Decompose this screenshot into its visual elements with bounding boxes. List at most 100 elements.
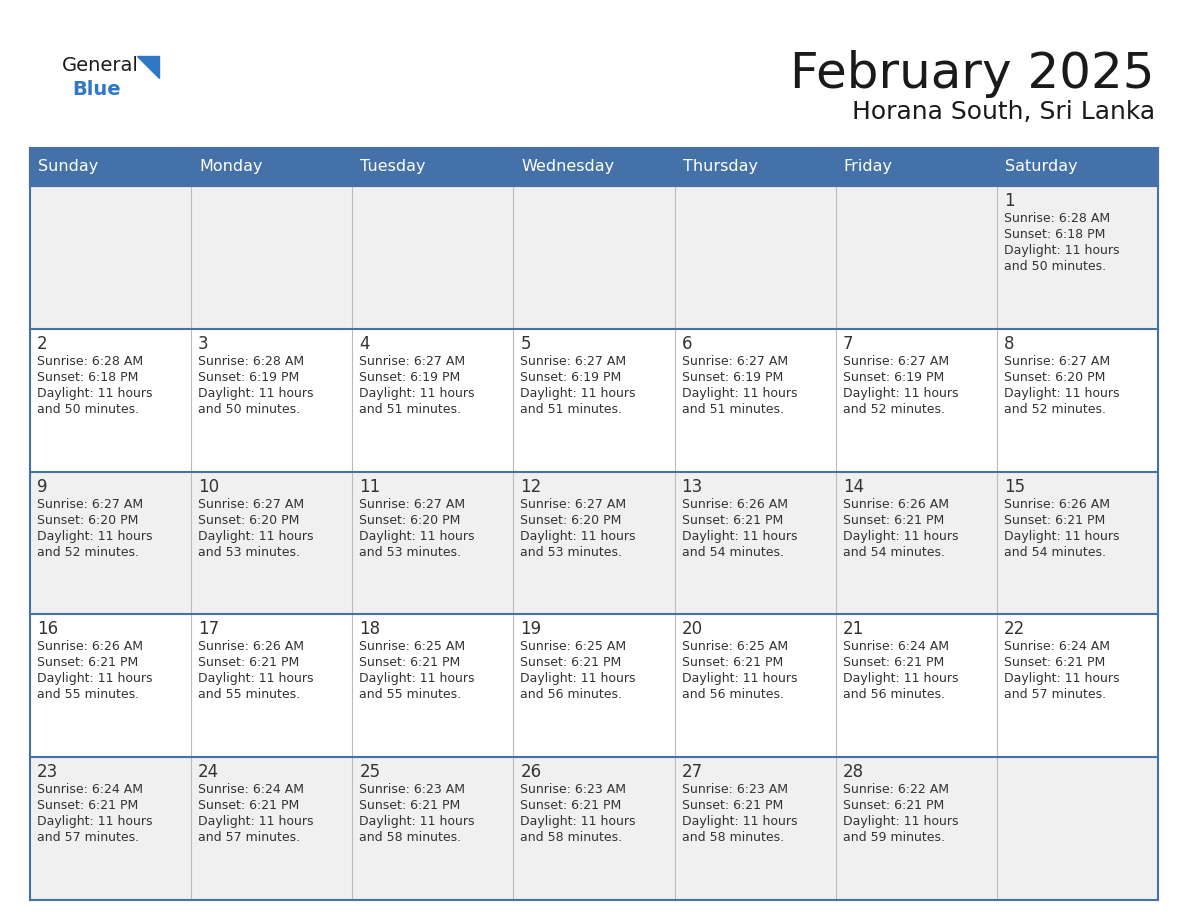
Text: Sunrise: 6:28 AM: Sunrise: 6:28 AM [1004, 212, 1110, 225]
Text: Daylight: 11 hours: Daylight: 11 hours [682, 386, 797, 400]
Text: 28: 28 [842, 763, 864, 781]
Text: 16: 16 [37, 621, 58, 638]
Text: Sunrise: 6:25 AM: Sunrise: 6:25 AM [520, 641, 626, 654]
Text: Saturday: Saturday [1005, 160, 1078, 174]
Text: and 53 minutes.: and 53 minutes. [359, 545, 461, 558]
Text: Daylight: 11 hours: Daylight: 11 hours [842, 530, 959, 543]
Text: 15: 15 [1004, 477, 1025, 496]
Text: 11: 11 [359, 477, 380, 496]
Text: Sunset: 6:21 PM: Sunset: 6:21 PM [1004, 656, 1105, 669]
Text: Sunrise: 6:26 AM: Sunrise: 6:26 AM [37, 641, 143, 654]
Text: and 58 minutes.: and 58 minutes. [520, 831, 623, 845]
Text: Sunset: 6:20 PM: Sunset: 6:20 PM [520, 513, 621, 527]
Text: Sunrise: 6:28 AM: Sunrise: 6:28 AM [198, 354, 304, 368]
Text: Sunrise: 6:24 AM: Sunrise: 6:24 AM [842, 641, 949, 654]
Text: Tuesday: Tuesday [360, 160, 425, 174]
Text: 8: 8 [1004, 335, 1015, 353]
Text: Sunset: 6:21 PM: Sunset: 6:21 PM [842, 800, 944, 812]
Bar [30, 148, 191, 186]
Text: 21: 21 [842, 621, 864, 638]
Text: Daylight: 11 hours: Daylight: 11 hours [682, 530, 797, 543]
Text: Sunset: 6:21 PM: Sunset: 6:21 PM [37, 656, 138, 669]
Text: Sunset: 6:21 PM: Sunset: 6:21 PM [682, 513, 783, 527]
Text: 9: 9 [37, 477, 48, 496]
Text: and 57 minutes.: and 57 minutes. [198, 831, 301, 845]
Text: Sunset: 6:21 PM: Sunset: 6:21 PM [359, 800, 461, 812]
Text: and 51 minutes.: and 51 minutes. [682, 403, 784, 416]
Text: Daylight: 11 hours: Daylight: 11 hours [359, 672, 475, 686]
Text: February 2025: February 2025 [790, 50, 1155, 98]
Text: Daylight: 11 hours: Daylight: 11 hours [842, 386, 959, 400]
Text: Sunrise: 6:24 AM: Sunrise: 6:24 AM [198, 783, 304, 796]
Text: Sunrise: 6:26 AM: Sunrise: 6:26 AM [1004, 498, 1110, 510]
Text: Sunrise: 6:23 AM: Sunrise: 6:23 AM [682, 783, 788, 796]
Text: 22: 22 [1004, 621, 1025, 638]
Text: Sunset: 6:21 PM: Sunset: 6:21 PM [37, 800, 138, 812]
Text: 25: 25 [359, 763, 380, 781]
Text: Sunrise: 6:25 AM: Sunrise: 6:25 AM [359, 641, 466, 654]
Bar [353, 148, 513, 186]
Text: Sunset: 6:18 PM: Sunset: 6:18 PM [1004, 228, 1105, 241]
Text: 7: 7 [842, 335, 853, 353]
Text: 13: 13 [682, 477, 703, 496]
Text: and 56 minutes.: and 56 minutes. [520, 688, 623, 701]
Text: Thursday: Thursday [683, 160, 758, 174]
Bar [513, 148, 675, 186]
Text: Daylight: 11 hours: Daylight: 11 hours [359, 386, 475, 400]
Text: Sunset: 6:19 PM: Sunset: 6:19 PM [842, 371, 944, 384]
Text: Sunset: 6:20 PM: Sunset: 6:20 PM [1004, 371, 1105, 384]
Text: and 53 minutes.: and 53 minutes. [198, 545, 301, 558]
Text: Sunset: 6:21 PM: Sunset: 6:21 PM [520, 656, 621, 669]
Text: Daylight: 11 hours: Daylight: 11 hours [198, 815, 314, 828]
Text: Daylight: 11 hours: Daylight: 11 hours [682, 815, 797, 828]
Bar [30, 148, 1158, 186]
Text: 5: 5 [520, 335, 531, 353]
Text: and 50 minutes.: and 50 minutes. [37, 403, 139, 416]
Text: Daylight: 11 hours: Daylight: 11 hours [198, 672, 314, 686]
Text: Sunrise: 6:27 AM: Sunrise: 6:27 AM [1004, 354, 1110, 368]
Text: 27: 27 [682, 763, 702, 781]
Text: Sunset: 6:19 PM: Sunset: 6:19 PM [198, 371, 299, 384]
Text: Daylight: 11 hours: Daylight: 11 hours [842, 815, 959, 828]
Text: Sunset: 6:21 PM: Sunset: 6:21 PM [1004, 513, 1105, 527]
Text: and 58 minutes.: and 58 minutes. [682, 831, 784, 845]
Text: Daylight: 11 hours: Daylight: 11 hours [1004, 530, 1119, 543]
Text: 23: 23 [37, 763, 58, 781]
Text: and 57 minutes.: and 57 minutes. [1004, 688, 1106, 701]
Text: and 56 minutes.: and 56 minutes. [682, 688, 784, 701]
Text: Daylight: 11 hours: Daylight: 11 hours [682, 672, 797, 686]
Text: and 50 minutes.: and 50 minutes. [198, 403, 301, 416]
Text: Sunday: Sunday [38, 160, 99, 174]
Text: Daylight: 11 hours: Daylight: 11 hours [520, 530, 636, 543]
Bar [997, 148, 1158, 186]
Text: Sunrise: 6:28 AM: Sunrise: 6:28 AM [37, 354, 143, 368]
Text: Sunset: 6:21 PM: Sunset: 6:21 PM [682, 656, 783, 669]
Text: Daylight: 11 hours: Daylight: 11 hours [1004, 244, 1119, 257]
Text: Sunset: 6:19 PM: Sunset: 6:19 PM [520, 371, 621, 384]
Text: and 55 minutes.: and 55 minutes. [37, 688, 139, 701]
Text: Sunrise: 6:26 AM: Sunrise: 6:26 AM [198, 641, 304, 654]
Text: 12: 12 [520, 477, 542, 496]
Text: Sunrise: 6:27 AM: Sunrise: 6:27 AM [198, 498, 304, 510]
Text: Sunrise: 6:27 AM: Sunrise: 6:27 AM [359, 498, 466, 510]
Text: Sunset: 6:21 PM: Sunset: 6:21 PM [198, 800, 299, 812]
Text: Sunrise: 6:27 AM: Sunrise: 6:27 AM [520, 354, 626, 368]
Polygon shape [137, 56, 159, 78]
Text: Sunset: 6:21 PM: Sunset: 6:21 PM [682, 800, 783, 812]
Text: Sunrise: 6:26 AM: Sunrise: 6:26 AM [682, 498, 788, 510]
Text: 2: 2 [37, 335, 48, 353]
Text: Daylight: 11 hours: Daylight: 11 hours [37, 530, 152, 543]
Text: and 54 minutes.: and 54 minutes. [682, 545, 784, 558]
Text: Sunset: 6:19 PM: Sunset: 6:19 PM [682, 371, 783, 384]
Bar [191, 148, 353, 186]
Text: Sunrise: 6:22 AM: Sunrise: 6:22 AM [842, 783, 949, 796]
Text: Sunrise: 6:27 AM: Sunrise: 6:27 AM [842, 354, 949, 368]
Text: and 50 minutes.: and 50 minutes. [1004, 260, 1106, 273]
Text: 24: 24 [198, 763, 220, 781]
Text: Sunrise: 6:27 AM: Sunrise: 6:27 AM [520, 498, 626, 510]
Bar [30, 186, 1158, 329]
Text: Wednesday: Wednesday [522, 160, 614, 174]
Text: Sunset: 6:20 PM: Sunset: 6:20 PM [359, 513, 461, 527]
Text: Sunrise: 6:27 AM: Sunrise: 6:27 AM [682, 354, 788, 368]
Text: 4: 4 [359, 335, 369, 353]
